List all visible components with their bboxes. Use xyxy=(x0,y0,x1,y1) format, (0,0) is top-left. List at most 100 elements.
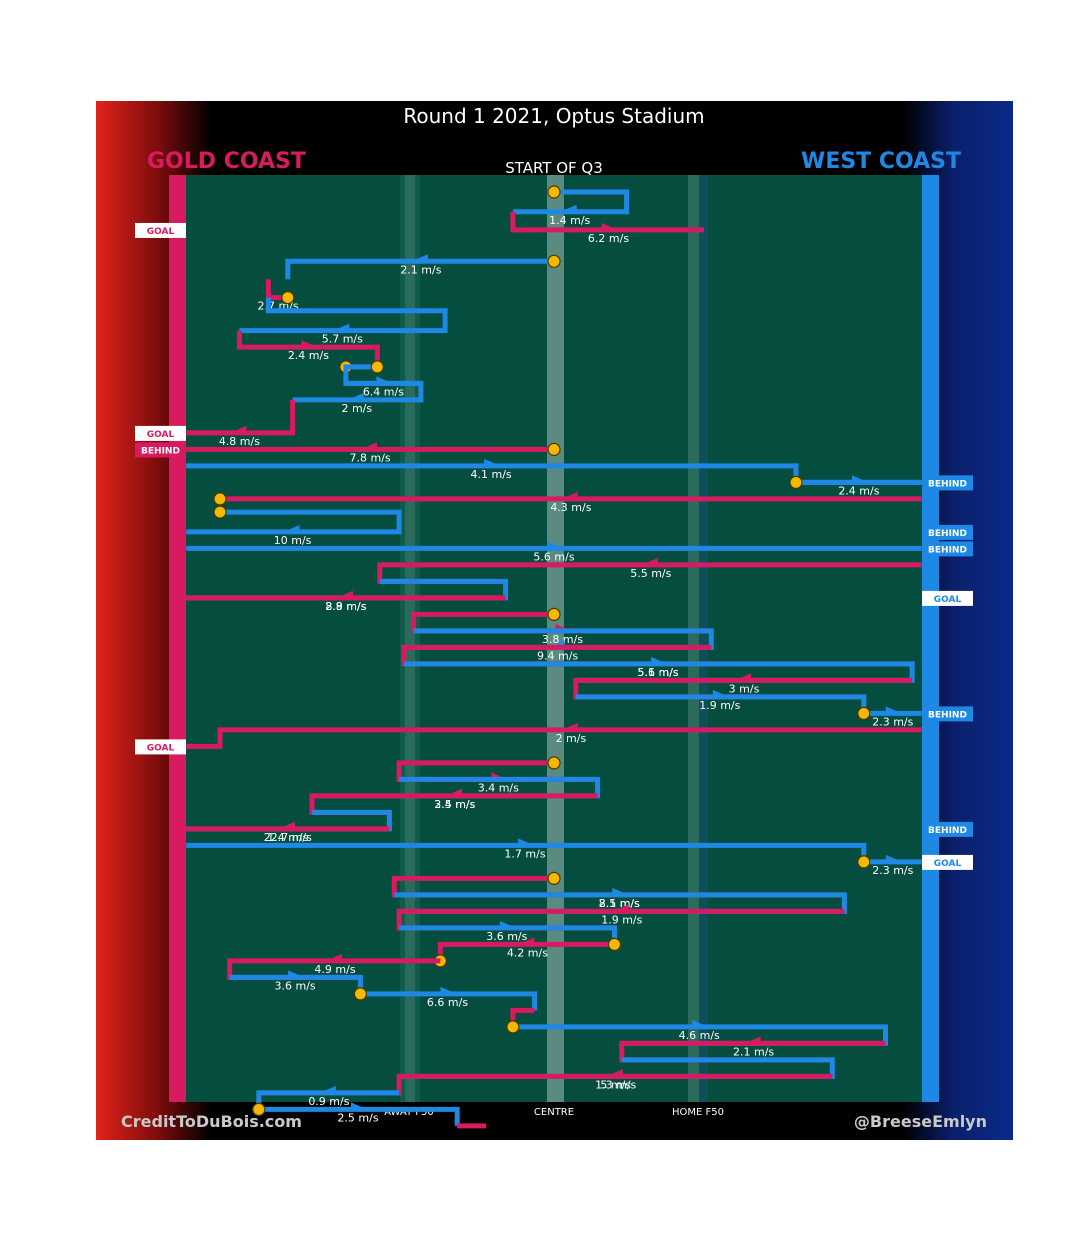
possession-arrow-1 xyxy=(560,204,577,214)
possession-arrow-44 xyxy=(744,1036,761,1046)
stoppage-marker-start-34 xyxy=(547,871,561,886)
x-tick-centre: CENTRE xyxy=(534,1107,574,1118)
stoppage-marker-start-38 xyxy=(607,937,622,952)
possession-arrow-32 xyxy=(518,838,534,848)
score-badge-9 xyxy=(135,425,186,441)
stoppage-marker-start-7 xyxy=(370,360,384,374)
speed-label-36: 1.9 m/s xyxy=(601,913,642,926)
away-f50-line xyxy=(405,175,415,1102)
possession-arrow-14 xyxy=(283,524,300,534)
speed-label-20: 9.4 m/s xyxy=(537,649,578,662)
stoppage-marker-start-3 xyxy=(547,254,561,268)
credit-left: CreditToDuBois.com xyxy=(121,1112,302,1131)
speed-label-1: 1.4 m/s xyxy=(549,214,590,227)
quarter-label: START OF Q3 xyxy=(505,159,603,177)
score-badge-10 xyxy=(135,442,186,458)
possession-arrow-8 xyxy=(347,392,364,402)
credit-right: @BreeseEmlyn xyxy=(854,1112,987,1131)
possession-arrow-12 xyxy=(851,475,868,485)
score-badge-label-25: BEHIND xyxy=(928,710,967,720)
score-badge-label-9: GOAL xyxy=(147,430,175,440)
speed-label-28: 2.5 m/s xyxy=(434,798,475,811)
score-badge-label-26: GOAL xyxy=(147,743,175,753)
away-team-label: GOLD COAST xyxy=(147,149,306,174)
possession-arrow-31 xyxy=(278,821,295,831)
centre-line xyxy=(547,175,564,1102)
speed-label-25: 2.3 m/s xyxy=(872,715,913,728)
possession-arrow-39 xyxy=(326,953,342,963)
speed-label-46: 5 m/s xyxy=(600,1078,631,1091)
speed-label-13: 4.3 m/s xyxy=(550,501,591,514)
speed-label-33: 2.3 m/s xyxy=(872,864,913,877)
speed-label-18: 8.9 m/s xyxy=(325,600,366,613)
possession-arrow-26 xyxy=(561,722,578,732)
speed-label-12: 2.4 m/s xyxy=(838,484,879,497)
score-badge-label-10: BEHIND xyxy=(141,446,180,456)
home-f50-line xyxy=(688,175,699,1102)
possession-arrow-22 xyxy=(651,656,668,666)
possession-arrow-6 xyxy=(301,340,318,350)
speed-label-6: 2.4 m/s xyxy=(288,349,329,362)
speed-label-26: 2 m/s xyxy=(556,732,587,745)
speed-label-31: 22.7 m/s xyxy=(264,831,312,844)
possession-arrow-43 xyxy=(692,1019,709,1029)
score-badge-33 xyxy=(922,854,973,870)
possession-arrow-35 xyxy=(612,887,629,897)
speed-label-40: 3.6 m/s xyxy=(275,979,316,992)
stoppage-marker-start-12 xyxy=(789,475,803,489)
stoppage-marker-start-10 xyxy=(547,442,561,456)
speed-label-8: 2 m/s xyxy=(341,402,372,415)
possession-arrow-46 xyxy=(606,1069,623,1079)
score-badge-label-2: GOAL xyxy=(147,227,175,237)
stoppage-marker-end-4 xyxy=(281,291,295,305)
stoppage-marker-start-43 xyxy=(506,1020,520,1034)
possession-path-5 xyxy=(239,297,448,334)
speed-label-2: 6.2 m/s xyxy=(588,232,629,245)
home-f50-band xyxy=(699,175,708,1102)
speed-label-23: 3 m/s xyxy=(729,682,760,695)
score-badge-2 xyxy=(135,222,186,238)
away-goal-line xyxy=(169,175,186,1102)
speed-label-32: 1.7 m/s xyxy=(504,847,545,860)
stoppage-marker-start-14 xyxy=(213,505,227,519)
score-badge-label-14: BEHIND xyxy=(928,529,967,539)
possession-arrow-24 xyxy=(712,689,729,699)
possession-path-3 xyxy=(285,258,554,280)
stoppage-marker-start-25 xyxy=(857,706,871,721)
speed-label-27: 3.4 m/s xyxy=(478,781,519,794)
possession-path-48 xyxy=(258,1106,460,1126)
possession-arrow-38 xyxy=(518,937,535,947)
speed-label-7: 6.4 m/s xyxy=(363,385,404,398)
score-badge-14 xyxy=(922,524,973,540)
speed-label-15: 5.6 m/s xyxy=(533,550,574,563)
score-badge-30 xyxy=(922,821,973,837)
speed-label-48: 2.5 m/s xyxy=(337,1111,378,1124)
speed-label-35: 8.5 m/s xyxy=(599,897,640,910)
possession-arrow-29 xyxy=(445,788,462,798)
possession-arrow-5 xyxy=(333,323,350,333)
speed-label-5: 5.7 m/s xyxy=(322,333,363,346)
possession-arrow-33 xyxy=(885,854,902,864)
possession-arrow-41 xyxy=(440,986,457,996)
chart-title: Round 1 2021, Optus Stadium xyxy=(403,104,704,128)
x-tick-home-f50: HOME F50 xyxy=(672,1107,724,1118)
speed-label-47: 0.9 m/s xyxy=(308,1095,349,1108)
possession-arrow-9 xyxy=(230,425,247,435)
score-badge-26 xyxy=(135,739,186,755)
speed-label-43: 4.6 m/s xyxy=(679,1029,720,1042)
score-badge-17 xyxy=(922,590,973,606)
speed-label-41: 6.6 m/s xyxy=(427,996,468,1009)
possession-arrow-48 xyxy=(351,1102,367,1112)
stoppage-marker-start-27 xyxy=(547,756,561,770)
score-badge-11 xyxy=(922,475,973,491)
possession-path-9 xyxy=(186,399,296,436)
speed-label-11: 4.1 m/s xyxy=(471,468,512,481)
speed-label-14: 10 m/s xyxy=(274,534,312,547)
score-badge-label-11: BEHIND xyxy=(928,479,967,489)
speed-label-19: 3.8 m/s xyxy=(542,633,583,646)
possession-arrow-23 xyxy=(735,673,751,683)
stoppage-marker-start-48 xyxy=(252,1102,266,1117)
speed-label-24: 1.9 m/s xyxy=(699,699,740,712)
